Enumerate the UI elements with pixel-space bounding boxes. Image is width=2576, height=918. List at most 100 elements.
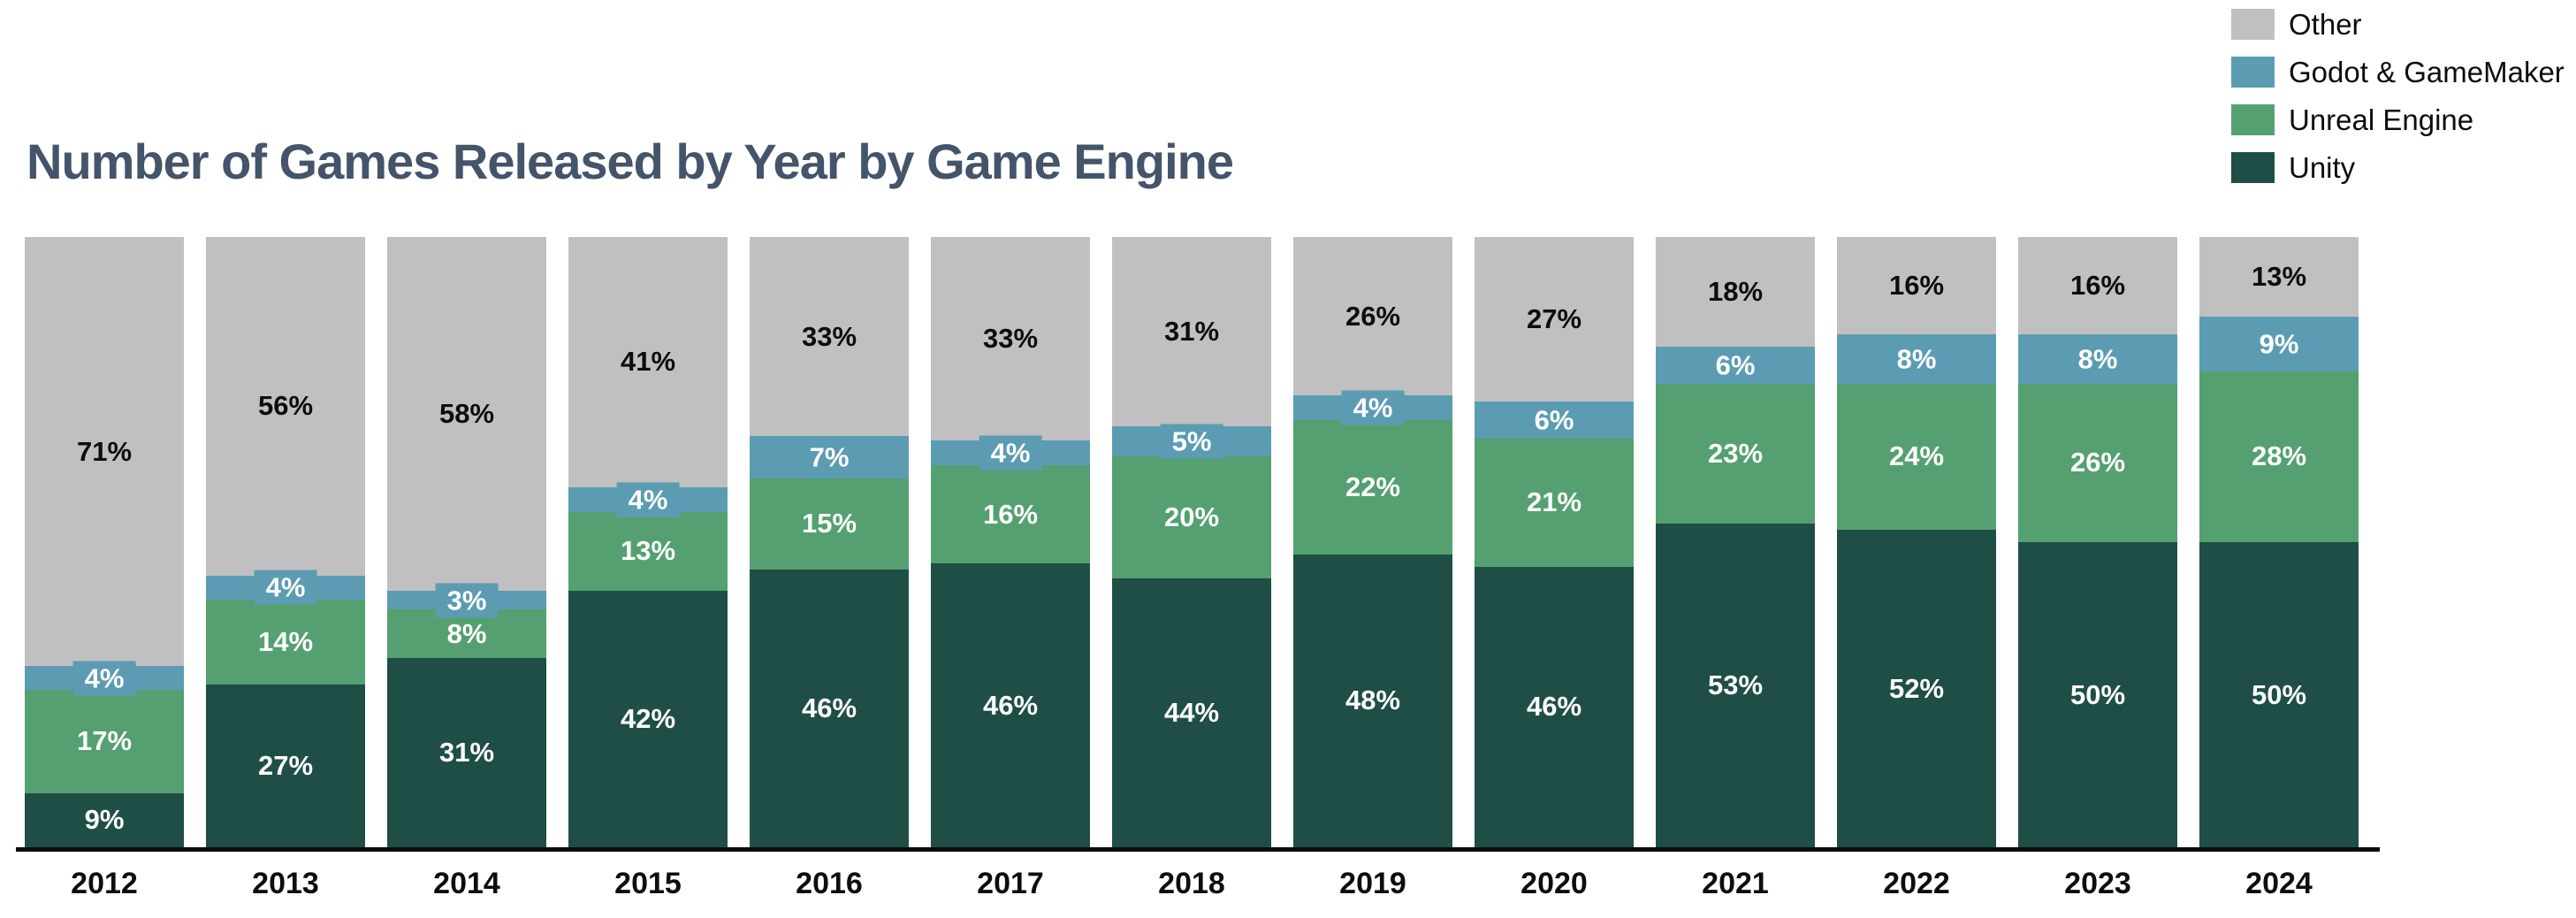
- segment-unity: 31%: [387, 658, 546, 847]
- segment-unity: 46%: [1475, 566, 1634, 847]
- segment-unity: 46%: [931, 563, 1090, 847]
- segment-unreal-engine: 16%: [931, 464, 1090, 564]
- segment-unity: 50%: [2199, 542, 2359, 847]
- bar-2013: 56% 4% 14% 27%: [206, 237, 365, 847]
- value-label: 50%: [2251, 678, 2307, 710]
- bars-container: 71% 4% 17% 9% 56% 4% 14% 27% 58% 3% 8% 31% 41% 4% 13% 4…: [25, 237, 2359, 847]
- segment-unity: 48%: [1293, 554, 1452, 847]
- value-label: 23%: [1707, 437, 1764, 469]
- segment-godot-gamemaker: 4%: [206, 570, 365, 605]
- value-label: 33%: [801, 320, 857, 352]
- segment-other: 18%: [1656, 237, 1815, 348]
- legend-swatch-unity: [2231, 152, 2275, 183]
- value-label: 22%: [1345, 470, 1401, 502]
- value-label: 44%: [1163, 697, 1220, 729]
- value-label: 4%: [979, 435, 1042, 470]
- value-label: 4%: [72, 661, 136, 696]
- value-label: 16%: [2069, 270, 2126, 302]
- segment-unity: 52%: [1837, 530, 1996, 847]
- segment-unreal-engine: 17%: [25, 690, 184, 793]
- x-tick-2014: 2014: [433, 867, 500, 900]
- legend-label: Unity: [2289, 151, 2356, 184]
- bar-2017: 33% 4% 16% 46%: [931, 237, 1090, 847]
- x-tick-2019: 2019: [1339, 867, 1406, 900]
- value-label: 8%: [446, 617, 487, 649]
- x-tick-2021: 2021: [1702, 867, 1769, 900]
- value-label: 24%: [1888, 440, 1945, 472]
- bar-2012: 71% 4% 17% 9%: [25, 237, 184, 847]
- segment-unreal-engine: 21%: [1475, 438, 1634, 567]
- segment-other: 27%: [1475, 237, 1634, 402]
- segment-unreal-engine: 8%: [387, 608, 546, 659]
- x-tick-2017: 2017: [977, 867, 1044, 900]
- bar-2024: 13% 9% 28% 50%: [2199, 237, 2359, 847]
- bar-2020: 27% 6% 21% 46%: [1475, 237, 1634, 847]
- segment-unity: 50%: [2018, 542, 2177, 847]
- value-label: 9%: [84, 804, 125, 836]
- value-label: 5%: [1160, 424, 1223, 459]
- value-label: 46%: [1526, 691, 1582, 723]
- legend-item-other: Other: [2231, 9, 2565, 40]
- value-label: 33%: [982, 323, 1039, 355]
- value-label: 50%: [2069, 678, 2126, 710]
- chart-legend: Other Godot & GameMaker Unreal Engine Unity: [2231, 9, 2565, 200]
- bar-2022: 16% 8% 24% 52%: [1837, 237, 1996, 847]
- segment-unreal-engine: 15%: [750, 478, 909, 570]
- legend-item-unreal-engine: Unreal Engine: [2231, 104, 2565, 135]
- segment-godot-gamemaker: 8%: [2018, 334, 2177, 384]
- value-label: 4%: [254, 570, 317, 605]
- segment-godot-gamemaker: 6%: [1656, 347, 1815, 384]
- value-label: 28%: [2251, 440, 2307, 472]
- x-tick-2013: 2013: [252, 867, 319, 900]
- value-label: 14%: [257, 625, 314, 657]
- chart-title: Number of Games Released by Year by Game…: [27, 134, 1234, 189]
- segment-other: 26%: [1293, 237, 1452, 396]
- legend-item-godot-gamemaker: Godot & GameMaker: [2231, 57, 2565, 88]
- x-axis-labels: 2012 2013 2014 2015 2016 2017 2018 2019 2020 2021…: [25, 867, 2359, 901]
- segment-unity: 53%: [1656, 524, 1815, 847]
- segment-unreal-engine: 26%: [2018, 383, 2177, 542]
- x-axis-line: [16, 847, 2380, 852]
- legend-label: Unreal Engine: [2289, 103, 2474, 136]
- segment-godot-gamemaker: 8%: [1837, 334, 1996, 384]
- value-label: 46%: [982, 689, 1039, 721]
- value-label: 8%: [1885, 341, 1948, 377]
- bar-2021: 18% 6% 23% 53%: [1656, 237, 1815, 847]
- value-label: 17%: [76, 725, 133, 757]
- value-label: 7%: [797, 440, 861, 475]
- x-tick-2012: 2012: [71, 867, 138, 900]
- value-label: 42%: [620, 703, 676, 735]
- x-tick-2023: 2023: [2064, 867, 2131, 900]
- segment-unity: 44%: [1112, 578, 1271, 847]
- value-label: 4%: [616, 482, 680, 517]
- segment-unity: 9%: [25, 792, 184, 847]
- value-label: 26%: [1345, 300, 1401, 332]
- value-label: 6%: [1522, 402, 1586, 438]
- bar-2014: 58% 3% 8% 31%: [387, 237, 546, 847]
- bar-2016: 33% 7% 15% 46%: [750, 237, 909, 847]
- segment-godot-gamemaker: 4%: [931, 435, 1090, 470]
- segment-other: 33%: [931, 237, 1090, 441]
- x-tick-2020: 2020: [1520, 867, 1588, 900]
- value-label: 3%: [435, 583, 499, 618]
- segment-other: 31%: [1112, 237, 1271, 426]
- x-tick-2015: 2015: [614, 867, 682, 900]
- value-label: 27%: [257, 749, 314, 781]
- segment-unreal-engine: 23%: [1656, 383, 1815, 524]
- plot-area: 71% 4% 17% 9% 56% 4% 14% 27% 58% 3% 8% 31% 41% 4% 13% 4…: [0, 237, 2576, 918]
- x-tick-2018: 2018: [1158, 867, 1225, 900]
- value-label: 16%: [982, 498, 1039, 530]
- segment-unreal-engine: 14%: [206, 599, 365, 685]
- value-label: 48%: [1345, 685, 1401, 716]
- value-label: 71%: [76, 435, 133, 467]
- segment-godot-gamemaker: 9%: [2199, 316, 2359, 371]
- segment-unreal-engine: 24%: [1837, 383, 1996, 531]
- legend-swatch-other: [2231, 9, 2275, 40]
- segment-godot-gamemaker: 7%: [750, 436, 909, 479]
- segment-other: 41%: [568, 237, 728, 487]
- segment-unreal-engine: 28%: [2199, 371, 2359, 542]
- value-label: 18%: [1707, 276, 1764, 308]
- segment-other: 56%: [206, 237, 365, 576]
- value-label: 27%: [1526, 303, 1582, 335]
